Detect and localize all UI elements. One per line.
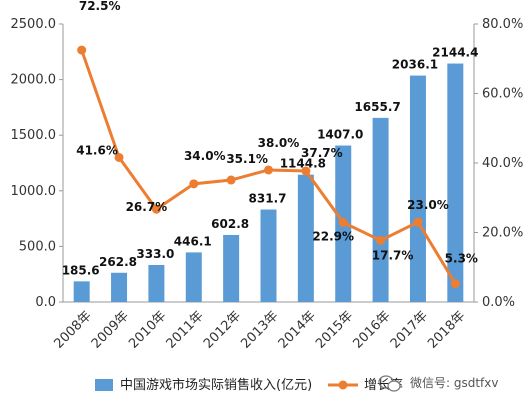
rate-point — [77, 45, 87, 55]
bar-label: 1655.7 — [354, 100, 400, 114]
rate-label: 34.0% — [184, 149, 226, 163]
bar-series — [73, 63, 464, 302]
left-axis-ticks: 0.0 500.0 1000.0 1500.0 2000.0 2500.0 — [11, 17, 63, 310]
rate-labels: 72.5% 41.6% 26.7% 34.0% 35.1% 38.0%37.7% 22.9%… — [76, 0, 478, 266]
left-tick-label: 500.0 — [19, 239, 56, 254]
rate-label: 38.0% — [258, 136, 300, 150]
rate-point — [264, 165, 273, 175]
bar — [73, 281, 90, 302]
bar — [260, 209, 277, 302]
bar — [297, 174, 314, 302]
x-tick-label: 2012年 — [201, 308, 244, 351]
x-tick-label: 2010年 — [126, 308, 169, 351]
rate-label: 23.0% — [407, 198, 449, 212]
bar — [148, 264, 165, 302]
bar-label: 2144.4 — [432, 46, 478, 60]
rate-point — [450, 279, 460, 289]
x-tick-label: 2008年 — [52, 308, 95, 351]
bar-label: 333.0 — [136, 247, 174, 261]
left-tick-label: 2500.0 — [11, 17, 57, 32]
bar — [409, 75, 426, 302]
bar-label: 1144.8 — [280, 157, 326, 171]
left-tick-label: 1000.0 — [11, 184, 57, 199]
rate-point — [114, 152, 124, 162]
x-tick-label: 2017年 — [388, 308, 431, 351]
rate-point — [189, 179, 199, 189]
rate-point — [151, 204, 161, 214]
rate-point — [226, 175, 236, 185]
bar-label: 262.8 — [99, 255, 137, 269]
bar — [372, 117, 389, 302]
rate-point — [338, 217, 348, 227]
rate-label: 35.1% — [226, 152, 268, 166]
right-axis-ticks: 0.0% 20.0% 40.0% 60.0% 80.0% — [474, 17, 523, 310]
right-tick-label: 80.0% — [482, 17, 523, 32]
rate-label: 17.7% — [372, 248, 414, 262]
rate-point — [376, 235, 386, 245]
bar-label: 602.8 — [211, 217, 249, 231]
x-tick-label: 2015年 — [313, 308, 356, 351]
right-tick-label: 60.0% — [482, 87, 523, 102]
x-tick-label: 2016年 — [350, 308, 393, 351]
bar — [111, 272, 128, 302]
right-tick-label: 0.0% — [482, 295, 515, 310]
rate-label: 22.9% — [312, 229, 354, 243]
rate-label: 37.7% — [301, 146, 343, 160]
x-tick-label: 2013年 — [238, 308, 281, 351]
bar-label: 831.7 — [249, 192, 287, 206]
legend-bar-swatch — [95, 379, 113, 391]
rate-point — [413, 217, 423, 227]
bar-label: 185.6 — [62, 263, 100, 277]
x-axis-ticks: 2008年2009年2010年2011年2012年2013年2014年2015年… — [52, 308, 469, 351]
left-tick-label: 0.0 — [35, 295, 56, 310]
legend-line-marker — [338, 380, 348, 390]
watermark-text: 微信号: gsdtfxv — [410, 376, 498, 390]
rate-label: 26.7% — [126, 200, 168, 214]
x-tick-label: 2014年 — [276, 308, 319, 351]
bar — [447, 63, 464, 302]
bar — [185, 252, 202, 302]
legend: 中国游戏市场实际销售收入(亿元) 增长率 — [95, 377, 403, 393]
x-tick-label: 2011年 — [164, 308, 207, 351]
bar-label: 1407.0 — [317, 128, 363, 142]
right-tick-label: 20.0% — [482, 226, 523, 241]
right-tick-label: 40.0% — [482, 156, 523, 171]
watermark: 微信号: gsdtfxv — [378, 375, 498, 392]
rate-label: 41.6% — [76, 143, 118, 157]
rate-label: 5.3% — [445, 252, 478, 266]
bar — [223, 234, 240, 302]
rate-point — [301, 166, 311, 176]
x-tick-label: 2009年 — [89, 308, 132, 351]
bar-label: 2036.1 — [392, 58, 438, 72]
left-tick-label: 1500.0 — [11, 128, 57, 143]
legend-bar-label: 中国游戏市场实际销售收入(亿元) — [120, 377, 312, 393]
line-series — [77, 45, 460, 289]
bar-label: 446.1 — [174, 234, 212, 248]
left-tick-label: 2000.0 — [11, 73, 57, 88]
x-tick-label: 2018年 — [425, 308, 468, 351]
rate-label: 72.5% — [79, 0, 121, 13]
wechat-icon — [378, 375, 401, 392]
